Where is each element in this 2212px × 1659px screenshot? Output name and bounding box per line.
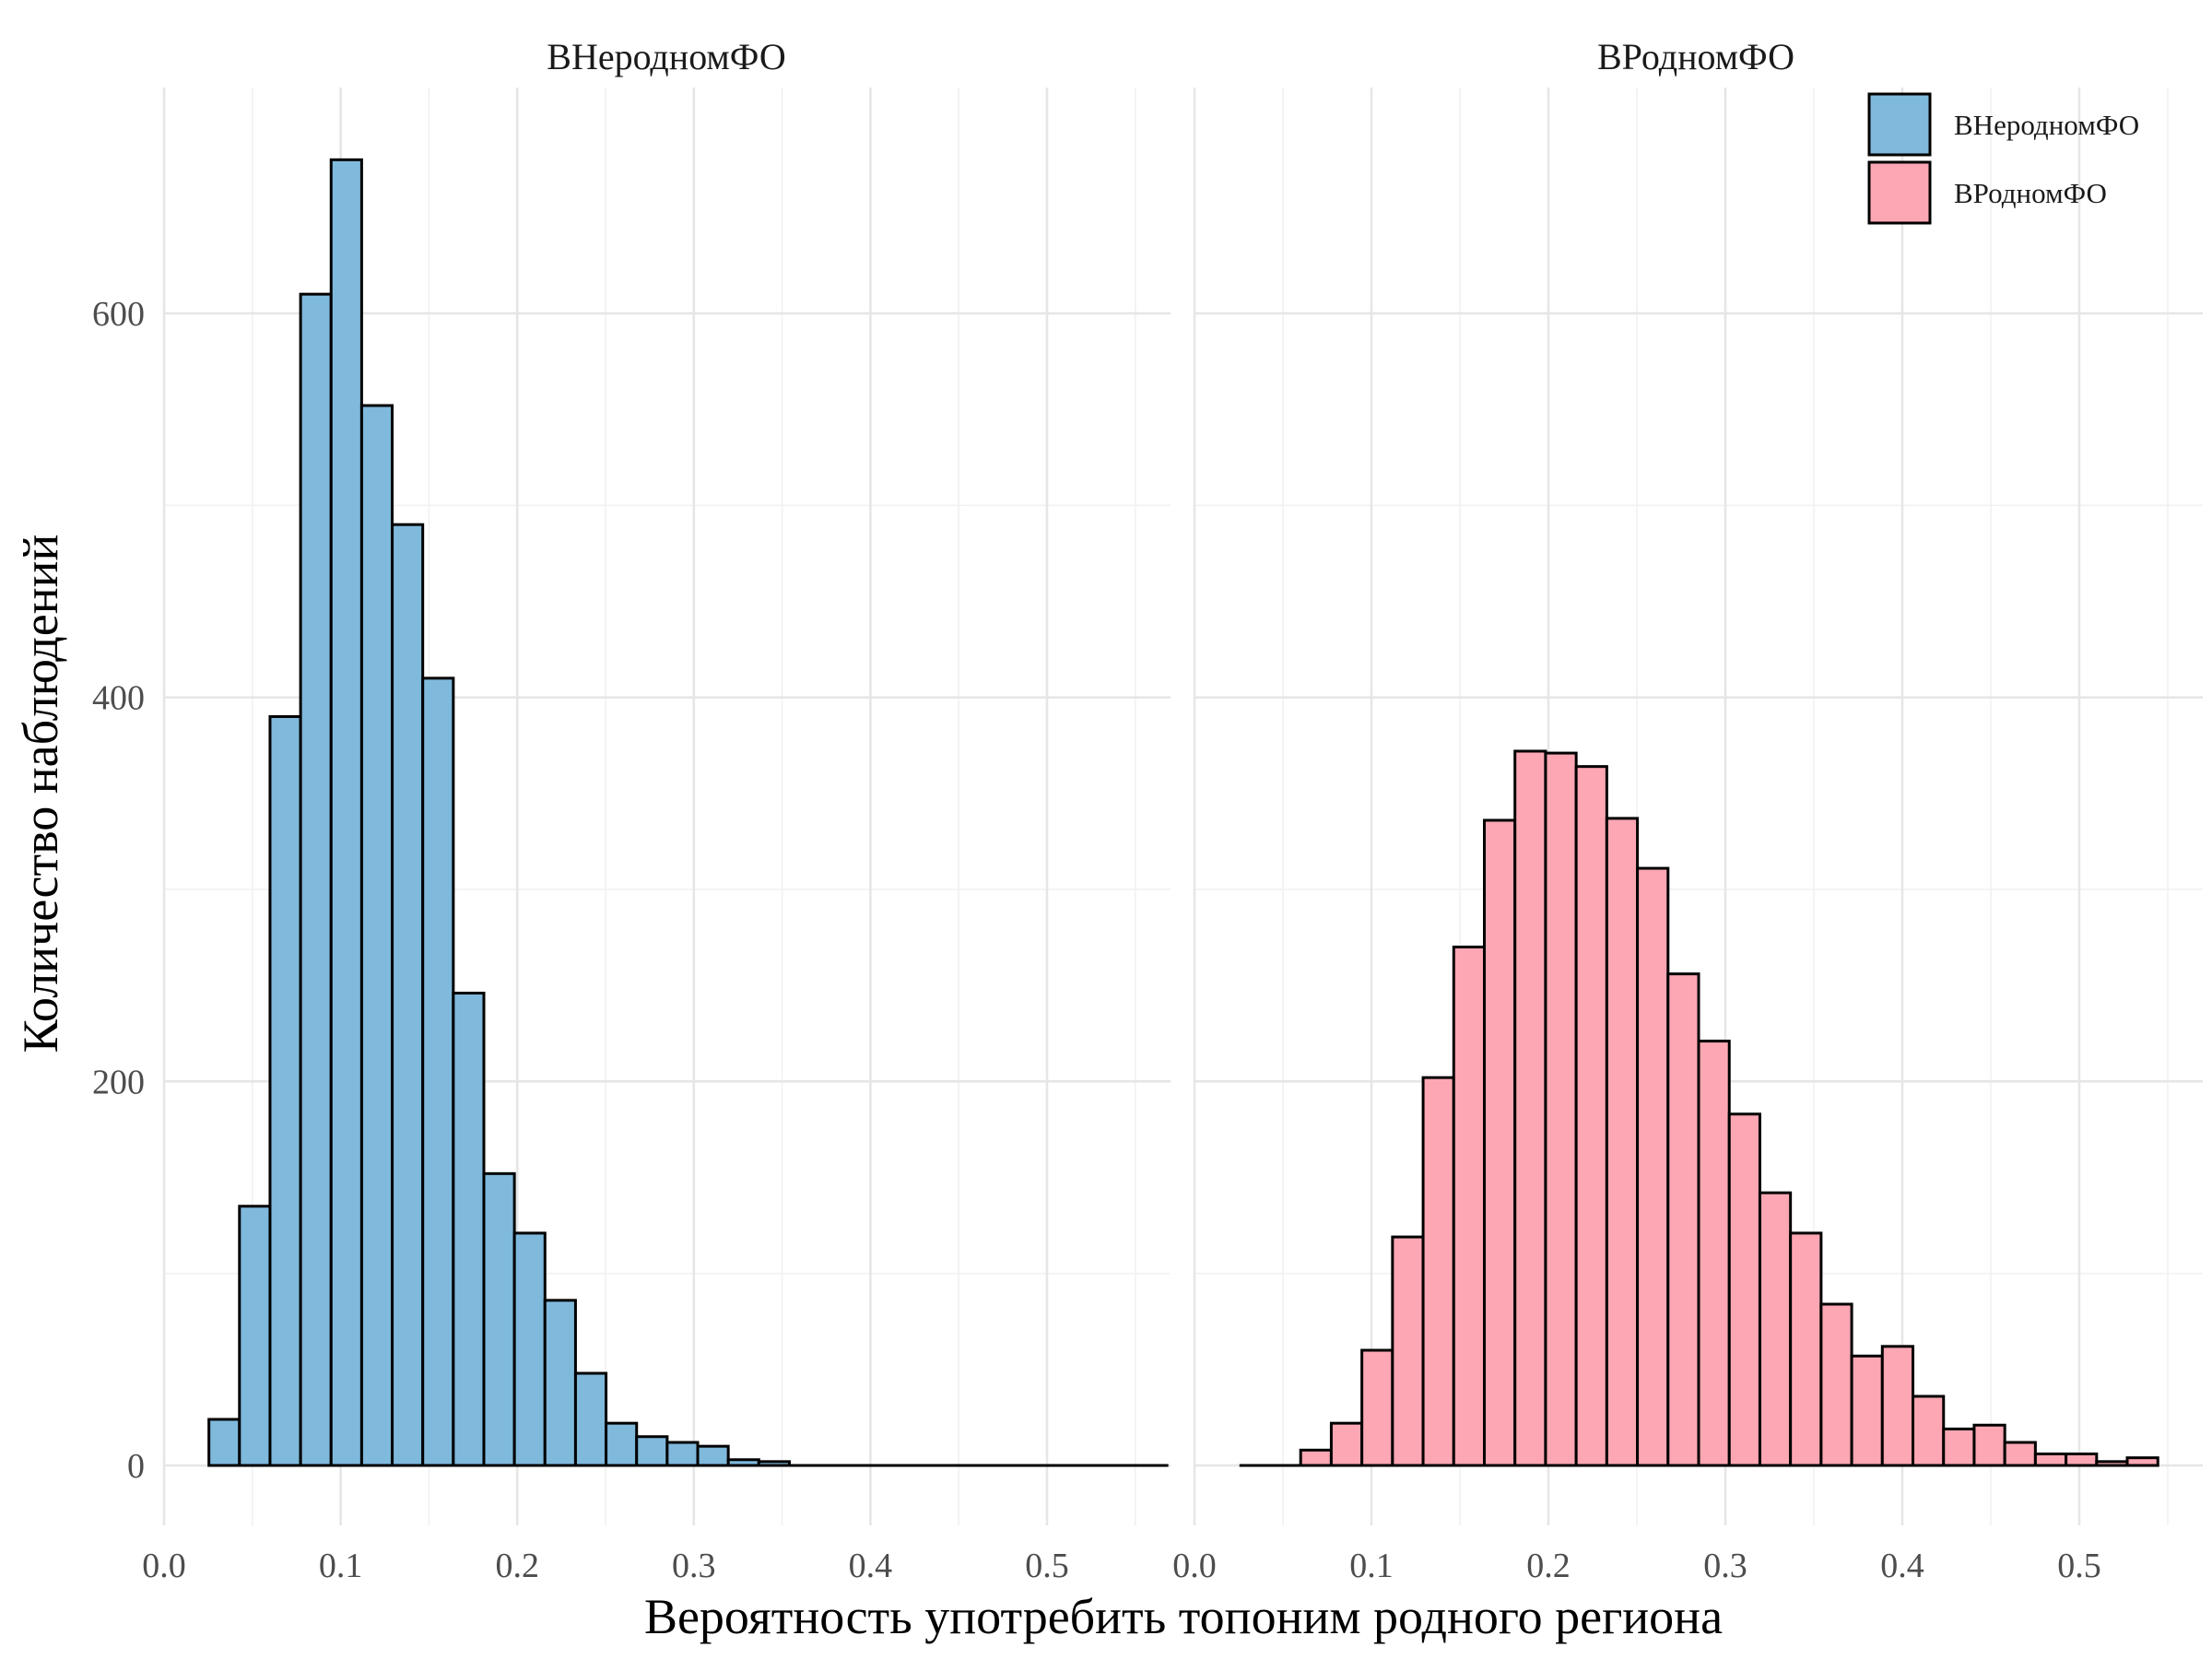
histogram-bar-vnerodnom <box>299 292 333 1467</box>
legend-label-vrodnom: ВРодномФО <box>1954 177 2107 209</box>
legend: ВНеродномФО ВРодномФО <box>1867 92 2139 225</box>
legend-key-vnerodnom <box>1867 92 1932 157</box>
histogram-bar-vrodnom <box>1942 1427 1976 1467</box>
histogram-bar-vrodnom <box>1605 817 1640 1467</box>
histogram-bar-vnerodnom <box>359 404 394 1467</box>
x-tick-label: 0.1 <box>1349 1547 1394 1585</box>
histogram-bar-vnerodnom <box>482 1171 516 1467</box>
histogram-bar-vrodnom <box>1880 1345 1915 1467</box>
y-tick-label: 600 <box>92 295 145 334</box>
histogram-bar-vrodnom <box>1850 1354 1884 1467</box>
y-tick-label: 200 <box>92 1063 145 1101</box>
histogram-bar-vnerodnom <box>207 1418 241 1467</box>
x-tick-label: 0.5 <box>1025 1547 1069 1585</box>
x-tick-label: 0.3 <box>672 1547 716 1585</box>
x-tick-label: 0.1 <box>319 1547 363 1585</box>
histogram-bar-vrodnom <box>1789 1231 1823 1467</box>
histogram-bar-vrodnom <box>1727 1112 1761 1467</box>
histogram-bar-vnerodnom <box>635 1435 669 1467</box>
histogram-bar-vnerodnom <box>543 1299 577 1467</box>
histogram-bar-vnerodnom <box>605 1421 639 1467</box>
histogram-bar-vrodnom <box>2033 1453 2068 1467</box>
histogram-bar-vrodnom <box>1421 1076 1455 1467</box>
histogram-bar-vnerodnom <box>665 1441 700 1467</box>
histogram-bar-vrodnom <box>1912 1394 1946 1467</box>
histogram-bar-vrodnom <box>1697 1040 1731 1467</box>
histogram-bar-vnerodnom <box>512 1231 547 1467</box>
histogram-bar-vrodnom <box>1636 866 1670 1467</box>
histogram-bar-vrodnom <box>1452 946 1486 1467</box>
histogram-bar-vrodnom <box>1972 1423 2006 1467</box>
histogram-bar-vrodnom <box>1666 972 1700 1467</box>
histogram-bar-vnerodnom <box>268 715 302 1467</box>
histogram-bar-vrodnom <box>1758 1191 1793 1467</box>
panel-vrodnom: 0.0 0.1 0.2 0.3 0.4 0.5 <box>1172 88 2203 1585</box>
histogram-bar-vrodnom <box>1360 1348 1394 1467</box>
histogram-bar-vnerodnom <box>573 1371 608 1467</box>
y-axis-title: Количество наблюдений <box>13 535 68 1053</box>
x-tick-label: 0.3 <box>1703 1547 1747 1585</box>
x-tick-label: 0.2 <box>495 1547 539 1585</box>
legend-label-vnerodnom: ВНеродномФО <box>1954 109 2139 141</box>
histogram-bar-vrodnom <box>1299 1448 1333 1467</box>
histogram-bar-vrodnom <box>1819 1302 1853 1467</box>
strip-label-vrodnom: ВРодномФО <box>1597 36 1794 77</box>
x-axis-title: Вероятность употребить топоним родного р… <box>644 1589 1723 1644</box>
y-tick-label: 0 <box>127 1447 145 1486</box>
histogram-bar-vrodnom <box>1513 749 1547 1467</box>
histogram-bar-vrodnom <box>1329 1421 1364 1467</box>
histogram-bar-vnerodnom <box>391 523 425 1467</box>
strip-label-vnerodnom: ВНеродномФО <box>547 36 785 77</box>
histogram-bar-vrodnom <box>1391 1235 1425 1467</box>
histogram-bar-vrodnom <box>2065 1453 2099 1467</box>
legend-key-vrodnom <box>1867 160 1932 225</box>
histogram-bar-vrodnom <box>1482 818 1517 1467</box>
histogram-bar-vnerodnom <box>696 1444 730 1467</box>
histogram-bar-vnerodnom <box>421 677 455 1467</box>
histogram-bar-vnerodnom <box>329 158 363 1467</box>
x-tick-label: 0.0 <box>1172 1547 1217 1585</box>
histogram-bar-vnerodnom <box>452 992 486 1467</box>
x-tick-label: 0.5 <box>2057 1547 2101 1585</box>
histogram-bar-vnerodnom <box>238 1205 272 1467</box>
histogram-bar-vrodnom <box>1544 751 1578 1467</box>
panel-vnerodnom: 0.0 0.1 0.2 0.3 0.4 0.5 0 200 400 600 <box>92 88 1171 1585</box>
x-tick-label: 0.2 <box>1526 1547 1571 1585</box>
histogram-bar-vrodnom <box>1574 765 1608 1467</box>
y-tick-label: 400 <box>92 679 145 718</box>
x-tick-label: 0.4 <box>1880 1547 1924 1585</box>
x-tick-label: 0.4 <box>849 1547 893 1585</box>
histogram-bar-vrodnom <box>2003 1441 2037 1467</box>
x-tick-label: 0.0 <box>142 1547 186 1585</box>
